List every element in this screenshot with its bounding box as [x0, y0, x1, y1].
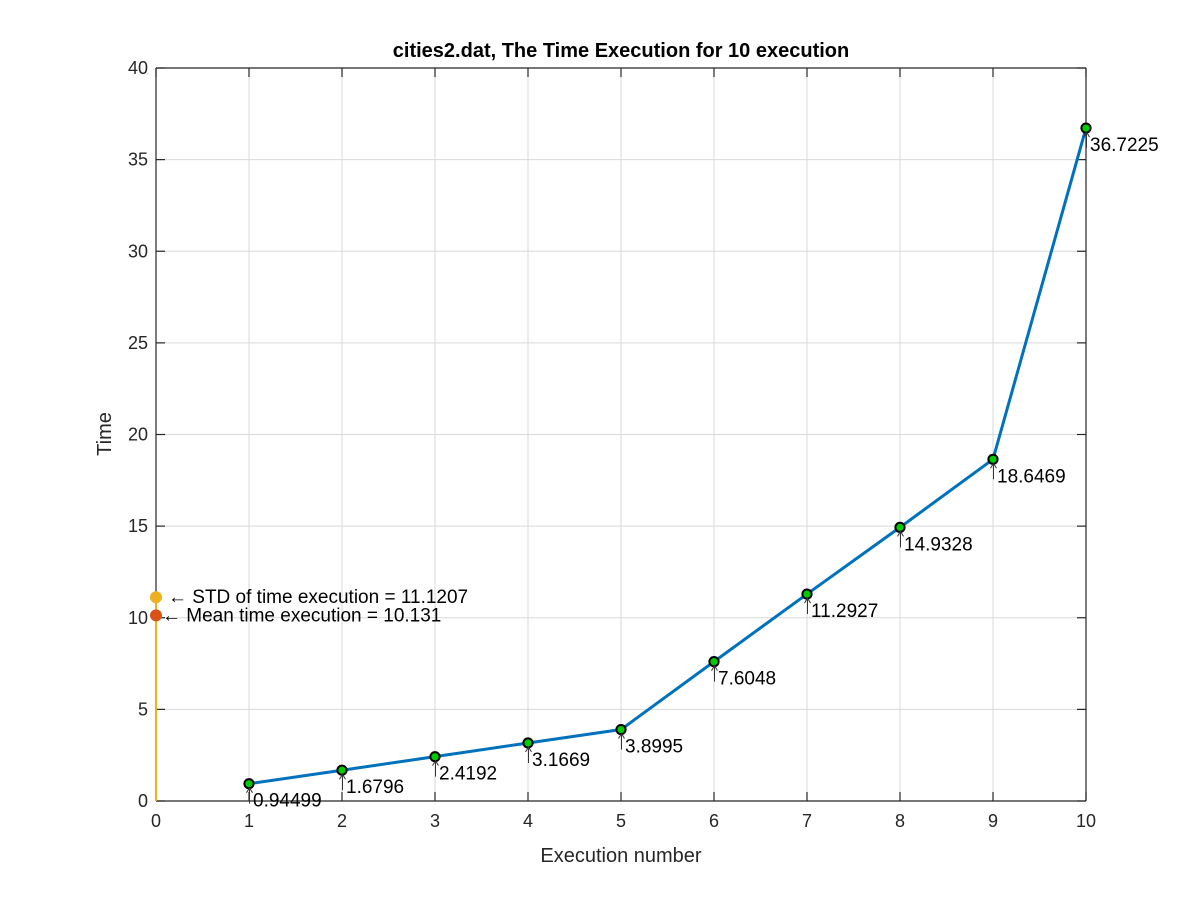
data-point: [708, 656, 720, 668]
x-tick-label: 5: [616, 811, 626, 831]
data-label-arrow: [990, 462, 997, 480]
data-label: 14.9328: [904, 534, 973, 555]
y-tick-label: 15: [128, 516, 148, 536]
grid: [156, 68, 1086, 801]
data-point: [894, 521, 906, 533]
x-tick-label: 3: [430, 811, 440, 831]
data-label: 3.8995: [625, 737, 683, 758]
series-layer: [243, 122, 1092, 790]
data-label-arrow: [246, 786, 253, 804]
data-labels: 0.94499 1.6796 2.4192 3.1669 3.8995 7.6048 11.…: [246, 131, 1159, 812]
data-label: 1.6796: [346, 777, 404, 798]
data-label: 0.94499: [253, 791, 322, 812]
x-tick-label: 1: [244, 811, 254, 831]
x-tick-label: 8: [895, 811, 905, 831]
data-label-arrow: [432, 759, 439, 777]
x-axis-label: Execution number: [540, 845, 702, 867]
y-tick-label: 20: [128, 425, 148, 445]
data-label: 3.1669: [532, 750, 590, 771]
data-point: [1080, 122, 1092, 134]
data-label-arrow: [1083, 131, 1090, 149]
y-tick-label: 35: [128, 150, 148, 170]
data-label-arrow: [525, 745, 532, 763]
data-label: 18.6469: [997, 466, 1066, 487]
data-label: 36.7225: [1090, 135, 1159, 156]
data-label-arrow: [804, 597, 811, 615]
reference-markers: ← STD of time execution = 11.1207← Mean …: [150, 587, 468, 801]
y-tick-label: 25: [128, 333, 148, 353]
y-tick-label: 40: [128, 58, 148, 78]
y-axis-label: Time: [94, 412, 116, 456]
data-label-arrow: [711, 664, 718, 682]
y-tick-label: 0: [138, 791, 148, 811]
data-point: [429, 751, 441, 763]
data-label-arrow: [339, 773, 346, 791]
x-tick-label: 7: [802, 811, 812, 831]
y-tick-label: 30: [128, 241, 148, 261]
data-label: 2.4192: [439, 764, 497, 785]
data-point: [987, 453, 999, 465]
chart-title: cities2.dat, The Time Execution for 10 e…: [393, 40, 849, 62]
data-point: [801, 588, 813, 600]
x-tick-label: 6: [709, 811, 719, 831]
x-tick-label: 4: [523, 811, 533, 831]
y-tick-label: 10: [128, 608, 148, 628]
series-line: [248, 127, 1088, 786]
data-label: 11.2927: [811, 601, 878, 622]
data-point: [522, 737, 534, 749]
std-marker: [150, 591, 162, 604]
mean-marker: [150, 609, 162, 622]
y-tick-label: 5: [138, 699, 148, 719]
data-label-arrow: [897, 530, 904, 548]
data-point: [243, 778, 255, 790]
mean-annotation: ← Mean time execution = 10.131: [162, 605, 441, 626]
std-annotation: ← STD of time execution = 11.1207: [168, 587, 468, 608]
data-point: [615, 723, 627, 736]
x-tick-label: 9: [988, 811, 998, 831]
data-label-arrow: [618, 732, 625, 750]
x-tick-label: 2: [337, 811, 347, 831]
data-point: [336, 764, 348, 776]
x-tick-label: 0: [151, 811, 161, 831]
x-tick-label: 10: [1076, 811, 1096, 831]
data-label: 7.6048: [718, 669, 776, 690]
